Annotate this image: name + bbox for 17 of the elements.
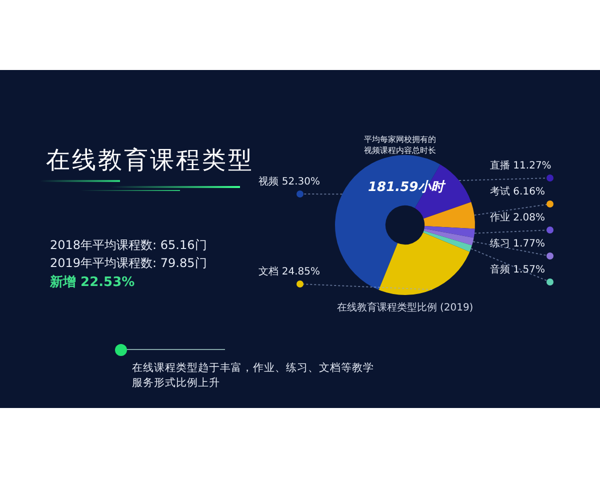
slice-label: 直播 11.27%	[490, 160, 552, 172]
chart-title: 在线教育课程类型	[46, 146, 254, 174]
text: 2019年平均课程数: 79.85门	[50, 256, 207, 270]
text: 181.59小时	[368, 180, 444, 195]
slice-label: 文档 24.85%	[258, 266, 320, 278]
slice-label: 音频 1.57%	[490, 264, 545, 276]
slice-label: 视频 52.30%	[258, 176, 320, 188]
slice-label: 练习 1.77%	[490, 238, 545, 250]
text: 在线教育课程类型比例 (2019)	[336, 302, 474, 314]
slice-label: 作业 2.08%	[489, 212, 545, 224]
text: 新增 22.53%	[50, 275, 135, 290]
text: 视频课程内容总时长	[364, 146, 436, 155]
text: 2018年平均课程数: 65.16门	[50, 238, 207, 252]
slice-label: 考试 6.16%	[490, 186, 545, 198]
text: 在线课程类型趋于丰富，作业、练习、文档等教学	[132, 362, 374, 374]
text: 服务形式比例上升	[132, 377, 220, 389]
text: 平均每家网校拥有的	[364, 135, 436, 144]
